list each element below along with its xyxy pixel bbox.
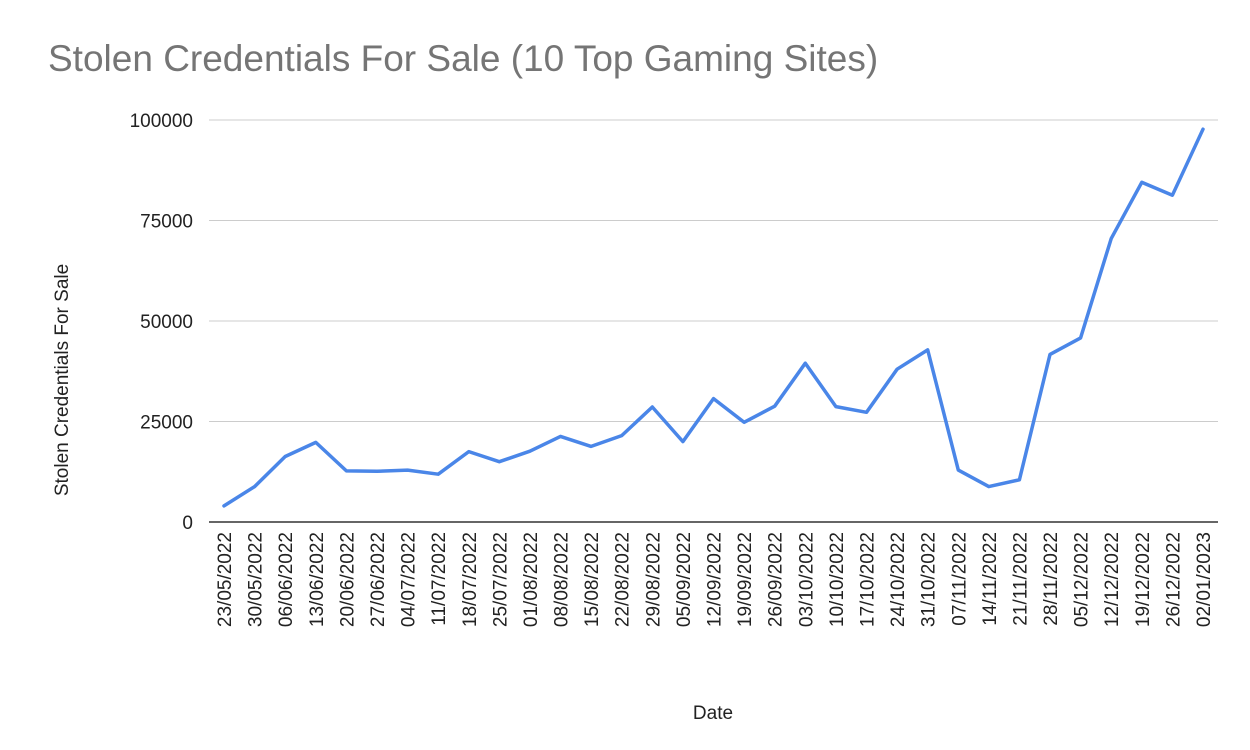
x-tick-label: 29/08/2022 <box>643 532 664 627</box>
x-tick-label: 08/08/2022 <box>552 532 573 627</box>
y-axis-title: Stolen Credentials For Sale <box>52 264 73 496</box>
chart-title: Stolen Credentials For Sale (10 Top Gami… <box>48 38 879 79</box>
x-tick-label: 07/11/2022 <box>949 532 970 626</box>
x-tick-label: 10/10/2022 <box>827 532 848 627</box>
x-tick-label: 22/08/2022 <box>613 532 634 627</box>
y-tick-label: 50000 <box>140 312 193 333</box>
x-axis-title: Date <box>693 703 733 724</box>
x-tick-label: 15/08/2022 <box>582 532 603 627</box>
x-tick-label: 25/07/2022 <box>490 532 511 627</box>
x-tick-label: 05/09/2022 <box>674 532 695 627</box>
x-tick-label: 17/10/2022 <box>857 532 878 627</box>
x-tick-label: 30/05/2022 <box>246 532 267 627</box>
series-layer <box>222 127 1205 508</box>
x-tick-label: 06/06/2022 <box>276 532 297 627</box>
x-tick-label: 28/11/2022 <box>1041 532 1062 626</box>
x-tick-label: 03/10/2022 <box>796 532 817 627</box>
x-tick-label: 05/12/2022 <box>1072 532 1093 627</box>
x-tick-label: 04/07/2022 <box>399 532 420 627</box>
x-tick-label: 02/01/2023 <box>1194 532 1215 627</box>
x-tick-label: 21/11/2022 <box>1010 532 1031 626</box>
x-tick-label: 20/06/2022 <box>337 532 358 627</box>
x-tick-label: 23/05/2022 <box>215 532 236 627</box>
x-tick-label: 11/07/2022 <box>429 532 450 626</box>
x-tick-label: 18/07/2022 <box>460 532 481 627</box>
x-tick-label: 24/10/2022 <box>888 532 909 627</box>
y-axis-ticks: 0 25000 50000 75000 100000 <box>130 111 193 534</box>
x-tick-label: 31/10/2022 <box>919 532 940 627</box>
y-tick-label: 0 <box>182 513 193 534</box>
series-line <box>222 127 1205 508</box>
x-tick-label: 12/09/2022 <box>705 532 726 627</box>
x-tick-label: 26/12/2022 <box>1163 532 1184 627</box>
x-tick-label: 01/08/2022 <box>521 532 542 627</box>
y-tick-label: 25000 <box>140 413 193 434</box>
x-axis-ticks: 23/05/2022 30/05/2022 06/06/2022 13/06/2022… <box>215 532 1215 627</box>
x-tick-label: 19/09/2022 <box>735 532 756 627</box>
grid-lines <box>209 119 1218 523</box>
x-tick-label: 19/12/2022 <box>1133 532 1154 627</box>
x-tick-label: 27/06/2022 <box>368 532 389 627</box>
x-tick-label: 12/12/2022 <box>1102 532 1123 627</box>
y-tick-label: 100000 <box>130 111 193 132</box>
x-tick-label: 13/06/2022 <box>307 532 328 627</box>
x-tick-label: 26/09/2022 <box>766 532 787 627</box>
y-tick-label: 75000 <box>140 212 193 233</box>
x-tick-label: 14/11/2022 <box>980 532 1001 626</box>
